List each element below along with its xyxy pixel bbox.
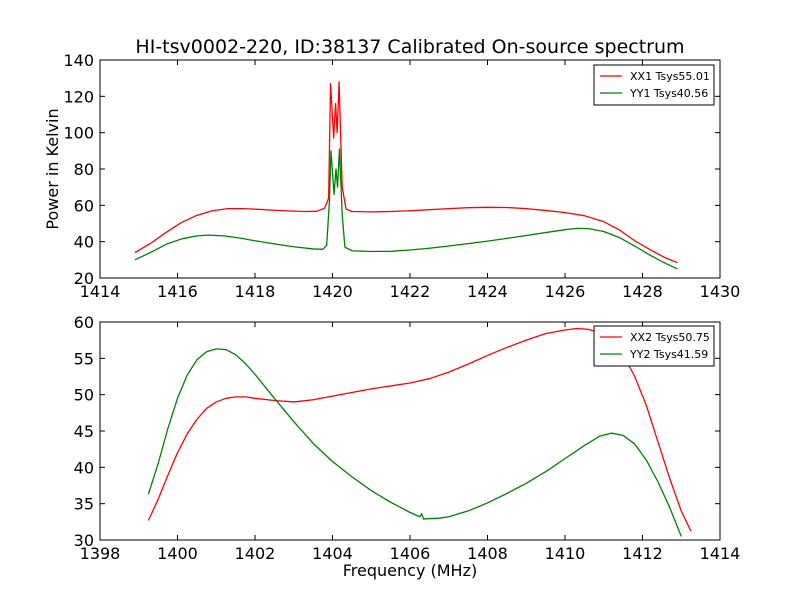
x-tick-label: 1408 bbox=[467, 544, 508, 563]
legend: XX1 Tsys55.01 YY1 Tsys40.56 bbox=[593, 64, 715, 106]
x-tick-label: 1404 bbox=[312, 544, 353, 563]
chart-title: HI-tsv0002-220, ID:38137 Calibrated On-s… bbox=[135, 36, 684, 58]
y-tick-label: 45 bbox=[74, 422, 94, 441]
x-tick-label: 1430 bbox=[700, 282, 741, 301]
y-tick-label: 50 bbox=[74, 386, 94, 405]
y-tick-label: 40 bbox=[74, 233, 94, 252]
x-tick-label: 1412 bbox=[622, 544, 663, 563]
x-tick-label: 1398 bbox=[80, 544, 121, 563]
series-line-yy2 bbox=[147, 348, 682, 537]
x-tick-label: 1428 bbox=[622, 282, 663, 301]
x-tick-label: 1414 bbox=[80, 282, 121, 301]
legend-box bbox=[593, 325, 715, 367]
y-tick-label: 100 bbox=[63, 124, 94, 143]
legend-label: XX1 Tsys55.01 bbox=[630, 70, 710, 83]
y-tick-label: 60 bbox=[74, 313, 94, 332]
x-tick-label: 1414 bbox=[700, 544, 741, 563]
panels-container: 1414 1416 1418 1420 1422 1424 1426 1428 1430 20 40… bbox=[43, 51, 740, 580]
y-tick-label: 55 bbox=[74, 349, 94, 368]
x-axis-label: Frequency (MHz) bbox=[343, 561, 477, 580]
y-tick-label: 60 bbox=[74, 196, 94, 215]
x-tick-label: 1422 bbox=[390, 282, 431, 301]
series-line-yy1 bbox=[134, 148, 678, 270]
x-tick-label: 1420 bbox=[312, 282, 353, 301]
legend-box bbox=[593, 64, 715, 106]
y-tick-label: 140 bbox=[63, 51, 94, 70]
y-tick-label: 30 bbox=[74, 531, 94, 550]
x-tick-label: 1406 bbox=[390, 544, 431, 563]
x-tick-label: 1418 bbox=[235, 282, 276, 301]
x-tick-label: 1402 bbox=[235, 544, 276, 563]
x-tick-label: 1426 bbox=[545, 282, 586, 301]
panel-2: 1398 1400 1402 1404 1406 1408 1410 1412 1414 30 35… bbox=[74, 313, 741, 580]
x-tick-label: 1424 bbox=[467, 282, 508, 301]
series-line-xx1 bbox=[134, 81, 678, 264]
legend-label: YY2 Tsys41.59 bbox=[629, 348, 708, 361]
y-axis-label: Power in Kelvin bbox=[43, 108, 62, 229]
legend-label: YY1 Tsys40.56 bbox=[629, 87, 708, 100]
x-tick-label: 1400 bbox=[157, 544, 198, 563]
y-tick-label: 80 bbox=[74, 160, 94, 179]
y-tick-label: 120 bbox=[63, 87, 94, 106]
x-tick-label: 1410 bbox=[545, 544, 586, 563]
legend-label: XX2 Tsys50.75 bbox=[630, 331, 710, 344]
y-tick-label: 20 bbox=[74, 269, 94, 288]
panel-1: 1414 1416 1418 1420 1422 1424 1426 1428 1430 20 40… bbox=[43, 51, 740, 301]
y-tick-label: 35 bbox=[74, 495, 94, 514]
y-tick-label: 40 bbox=[74, 458, 94, 477]
x-tick-label: 1416 bbox=[157, 282, 198, 301]
legend: XX2 Tsys50.75 YY2 Tsys41.59 bbox=[593, 325, 715, 367]
